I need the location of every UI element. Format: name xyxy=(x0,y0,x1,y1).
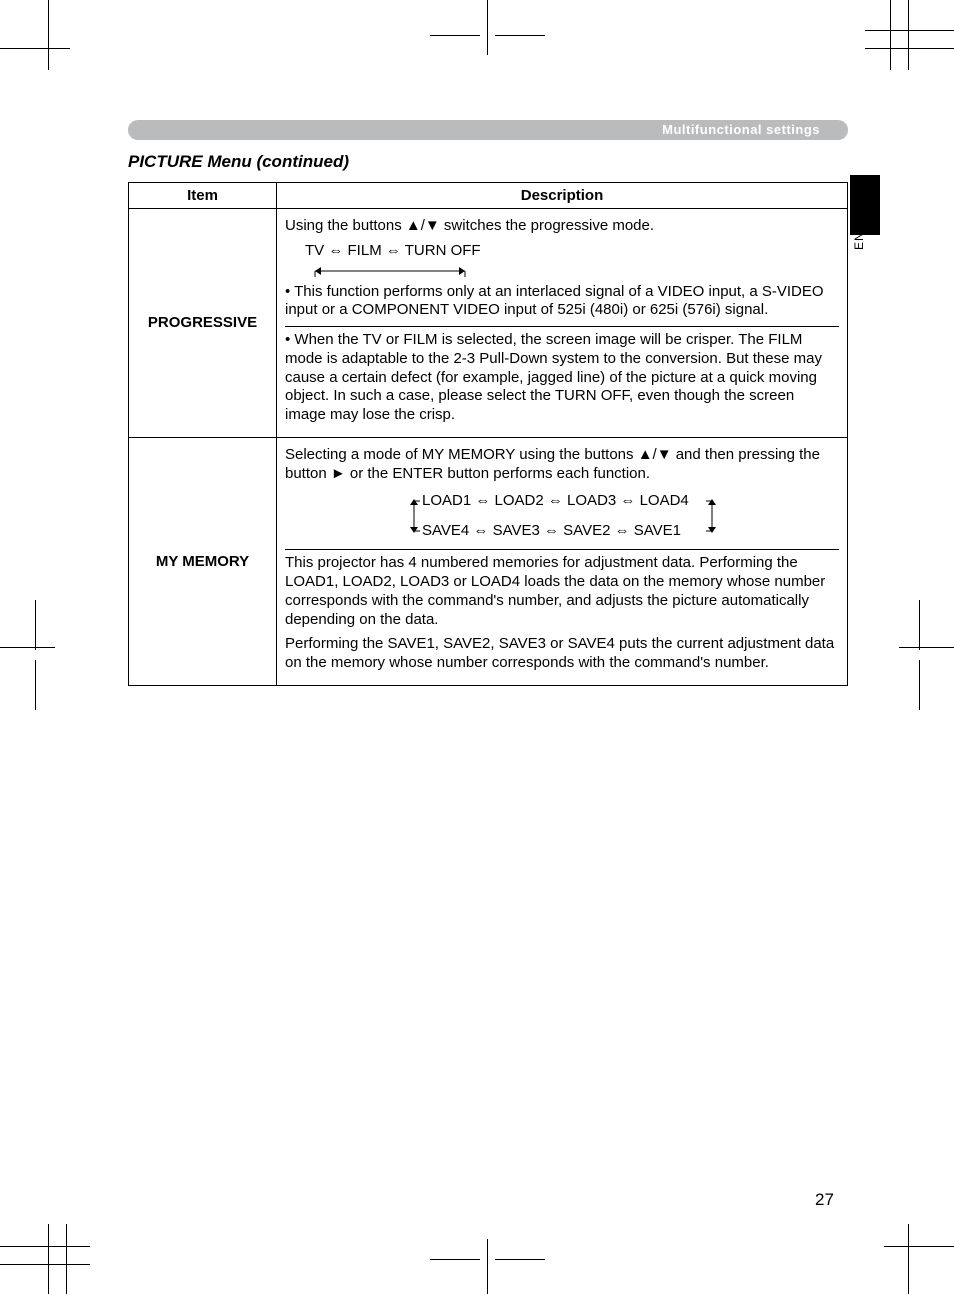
table-header-row: Item Description xyxy=(129,183,848,209)
crop-mark xyxy=(48,0,49,70)
crop-mark xyxy=(487,1239,488,1294)
item-mymemory: MY MEMORY xyxy=(129,437,277,685)
col-header-description: Description xyxy=(277,183,848,209)
crop-mark xyxy=(35,600,36,650)
crop-mark xyxy=(908,1224,909,1294)
desc-progressive: Using the buttons ▲/▼ switches the progr… xyxy=(277,209,848,438)
cycle-sep-icon: ⇔ xyxy=(328,242,343,259)
loop-arrow-icon xyxy=(305,267,485,281)
cycle-opt: FILM xyxy=(348,242,382,259)
progressive-cycle-text: TV ⇔ FILM ⇔ TURN OFF xyxy=(305,242,839,261)
section-title: PICTURE Menu (continued) xyxy=(128,152,848,172)
cycle-sep-icon: ⇔ xyxy=(386,242,401,259)
progressive-cycle-arrow xyxy=(285,267,839,281)
mymemory-para1: This projector has 4 numbered memories f… xyxy=(285,554,839,629)
progressive-intro: Using the buttons ▲/▼ switches the progr… xyxy=(285,217,839,236)
crop-mark xyxy=(865,48,954,49)
content-area: Multifunctional settings PICTURE Menu (c… xyxy=(128,120,848,686)
crop-mark xyxy=(0,48,70,49)
crop-mark xyxy=(890,0,891,70)
crop-mark xyxy=(495,35,545,36)
cycle-opt: TURN OFF xyxy=(405,242,481,259)
page: ENGLISH Multifunctional settings PICTURE… xyxy=(0,0,954,1294)
crop-mark xyxy=(0,1264,90,1265)
cycle-opt: SAVE4 ⇔ SAVE3 ⇔ SAVE2 ⇔ SAVE1 xyxy=(422,522,681,539)
crop-mark xyxy=(48,1224,49,1294)
crop-mark xyxy=(865,30,954,31)
mymemory-intro: Selecting a mode of MY MEMORY using the … xyxy=(285,446,839,484)
crop-mark xyxy=(884,1246,954,1247)
divider xyxy=(285,326,839,327)
crop-mark xyxy=(430,35,480,36)
crop-mark xyxy=(35,660,36,710)
crop-mark xyxy=(919,660,920,710)
crop-mark xyxy=(0,647,55,648)
crop-mark xyxy=(0,1246,90,1247)
crop-mark xyxy=(430,1259,480,1260)
crop-mark xyxy=(487,0,488,55)
crop-mark xyxy=(908,0,909,70)
desc-mymemory: Selecting a mode of MY MEMORY using the … xyxy=(277,437,848,685)
progressive-bullet2: • When the TV or FILM is selected, the s… xyxy=(285,331,839,425)
crop-mark xyxy=(899,647,954,648)
cycle-opt: TV xyxy=(305,242,324,259)
mymemory-para2: Performing the SAVE1, SAVE2, SAVE3 or SA… xyxy=(285,635,839,673)
progressive-bullet1: • This function performs only at an inte… xyxy=(285,283,839,321)
header-pill-text: Multifunctional settings xyxy=(662,120,820,140)
header-pill: Multifunctional settings xyxy=(128,120,848,140)
crop-mark xyxy=(66,1224,67,1294)
crop-mark xyxy=(919,600,920,650)
crop-mark xyxy=(495,1259,545,1260)
language-label: ENGLISH xyxy=(852,190,866,250)
cycle-loop-icon: LOAD1 ⇔ LOAD2 ⇔ LOAD3 ⇔ LOAD4 SAVE4 ⇔ SA… xyxy=(382,489,742,543)
menu-table: Item Description PROGRESSIVE Using the b… xyxy=(128,182,848,686)
item-progressive: PROGRESSIVE xyxy=(129,209,277,438)
mymemory-cycle-diagram: LOAD1 ⇔ LOAD2 ⇔ LOAD3 ⇔ LOAD4 SAVE4 ⇔ SA… xyxy=(285,489,839,543)
divider xyxy=(285,549,839,550)
col-header-item: Item xyxy=(129,183,277,209)
cycle-opt: LOAD1 ⇔ LOAD2 ⇔ LOAD3 ⇔ LOAD4 xyxy=(422,492,689,509)
table-row: PROGRESSIVE Using the buttons ▲/▼ switch… xyxy=(129,209,848,438)
page-number: 27 xyxy=(815,1190,834,1210)
table-row: MY MEMORY Selecting a mode of MY MEMORY … xyxy=(129,437,848,685)
